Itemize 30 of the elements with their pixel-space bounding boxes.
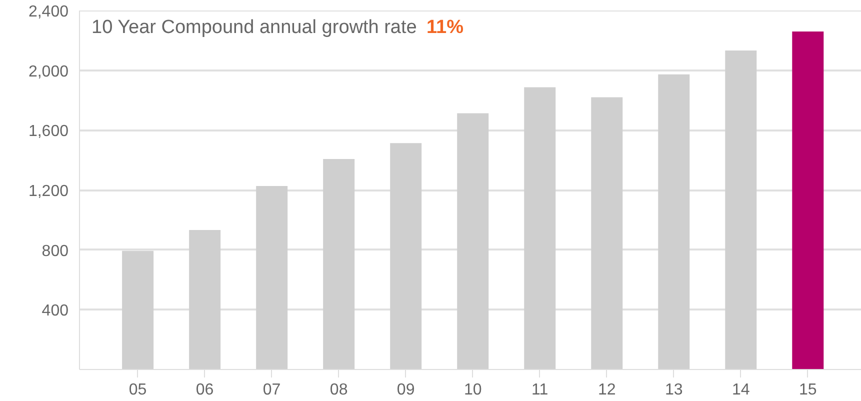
x-tick-label: 09 [396, 382, 415, 398]
y-tick-label: 2,000 [28, 63, 69, 80]
bar [122, 250, 154, 370]
x-tick-label: 14 [732, 382, 750, 398]
y-tick-label: 1,200 [28, 183, 69, 200]
bar [658, 74, 690, 370]
x-tick-label: 12 [598, 382, 616, 398]
x-tick-label: 11 [532, 382, 548, 398]
bar [457, 113, 489, 370]
x-tick-label: 07 [262, 382, 281, 398]
annotation: 11% [426, 17, 464, 38]
y-tick-label: 800 [42, 242, 69, 260]
bar [323, 159, 355, 370]
bar [792, 31, 824, 370]
bar [591, 97, 623, 370]
x-tick-label: 05 [128, 382, 147, 398]
bar [256, 186, 288, 370]
x-tick-label: 13 [664, 382, 683, 398]
chart-title: 10 Year Compound annual growth rate [92, 17, 417, 38]
bar [189, 230, 221, 370]
y-tick-label: 2,400 [28, 4, 69, 20]
y-tick-label: 400 [42, 302, 69, 320]
x-tick-label: 10 [464, 382, 482, 398]
bar [390, 143, 422, 370]
bar [725, 50, 757, 370]
x-tick-label: 15 [798, 382, 817, 398]
bar [524, 87, 556, 370]
x-tick-label: 08 [330, 382, 348, 398]
y-tick-label: 1,600 [28, 123, 69, 140]
x-tick-label: 06 [196, 382, 214, 398]
